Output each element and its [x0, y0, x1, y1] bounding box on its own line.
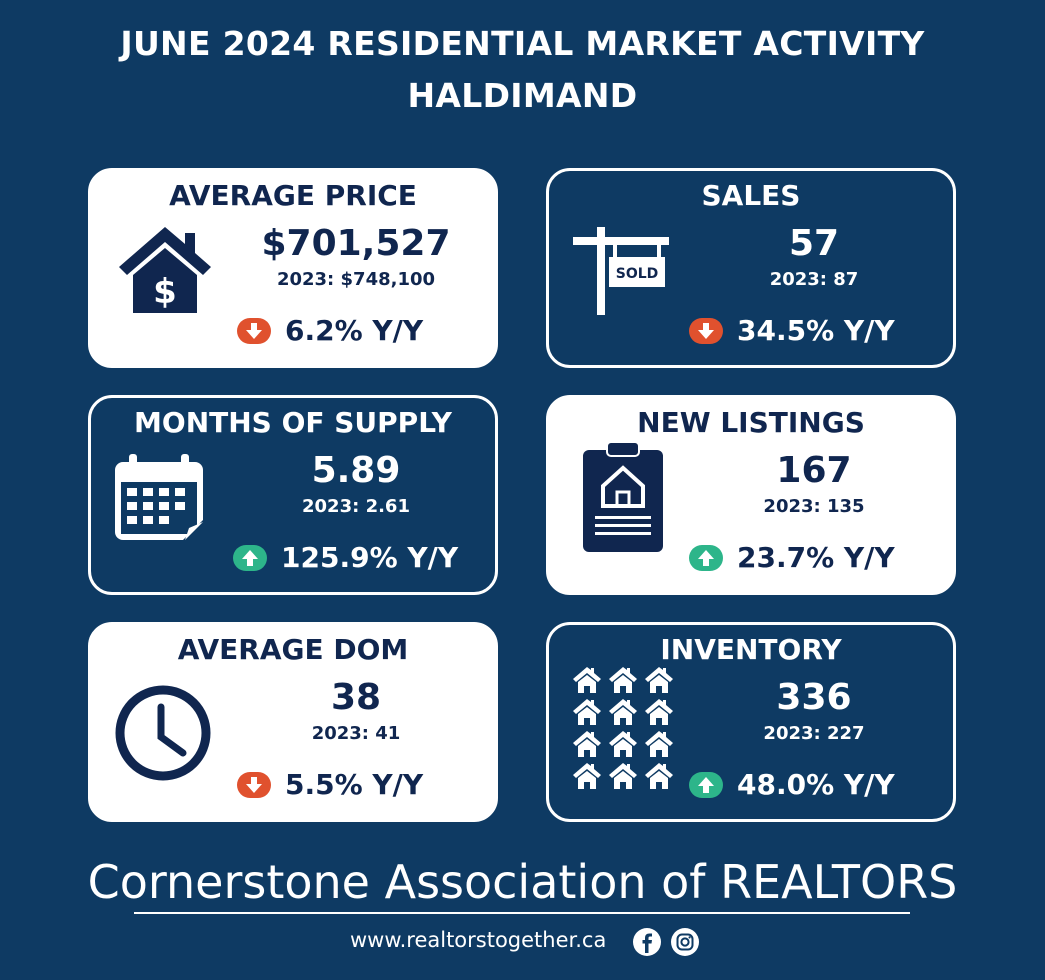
page-title: JUNE 2024 RESIDENTIAL MARKET ACTIVITY: [120, 24, 925, 63]
sales-previous: 2023: 87: [769, 269, 859, 290]
page-subtitle: HALDIMAND: [407, 76, 638, 115]
arrow-up-icon: [689, 544, 723, 571]
sales-value: 57: [788, 223, 840, 264]
sales-change: 34.5% Y/Y: [689, 314, 895, 347]
average-dom-change-text: 5.5% Y/Y: [285, 768, 424, 801]
house-dollar-icon: $: [119, 227, 211, 313]
inventory-value: 336: [776, 677, 852, 718]
new-listings-change: 23.7% Y/Y: [689, 541, 895, 574]
card-title: NEW LISTINGS: [637, 406, 865, 439]
clipboard-house-icon: [583, 441, 663, 552]
new-listings-previous: 2023: 135: [763, 496, 865, 517]
card-sales: SALES SOLD 57 2023: 87 34.5% Y/Y: [546, 168, 956, 368]
average-dom-previous: 2023: 41: [311, 723, 401, 744]
card-months-of-supply: MONTHS OF SUPPLY 5.89 2023: 2.61 125.9% …: [88, 395, 498, 595]
card-title: AVERAGE DOM: [177, 633, 409, 666]
card-new-listings: NEW LISTINGS 167 2023: 135 23.7% Y/Y: [546, 395, 956, 595]
houses-grid-icon: [573, 667, 673, 789]
calendar-icon: [115, 454, 203, 540]
card-title: MONTHS OF SUPPLY: [134, 406, 452, 439]
arrow-up-icon: [689, 771, 723, 798]
card-average-price: AVERAGE PRICE $ $701,527 2023: $748,100 …: [88, 168, 498, 368]
card-title: SALES: [701, 179, 801, 212]
months-of-supply-previous: 2023: 2.61: [302, 496, 410, 517]
instagram-icon[interactable]: [670, 927, 700, 957]
inventory-change: 48.0% Y/Y: [689, 768, 895, 801]
average-dom-value: 38: [330, 677, 382, 718]
average-price-value: $701,527: [261, 223, 451, 264]
sold-sign-icon: SOLD: [573, 227, 669, 315]
new-listings-value: 167: [776, 450, 852, 491]
clock-icon: [115, 685, 211, 781]
organization-name: Cornerstone Association of REALTORS: [87, 855, 958, 909]
sales-change-text: 34.5% Y/Y: [737, 314, 895, 347]
months-of-supply-value: 5.89: [311, 450, 401, 491]
svg-text:SOLD: SOLD: [616, 266, 659, 282]
card-average-dom: AVERAGE DOM 38 2023: 41 5.5% Y/Y: [88, 622, 498, 822]
arrow-down-icon: [237, 317, 271, 344]
average-price-previous: 2023: $748,100: [276, 269, 436, 290]
arrow-down-icon: [237, 771, 271, 798]
average-price-change-text: 6.2% Y/Y: [285, 314, 424, 347]
card-title: INVENTORY: [660, 633, 842, 666]
svg-text:$: $: [153, 272, 177, 312]
website-link[interactable]: www.realtorstogether.ca: [350, 928, 607, 952]
inventory-change-text: 48.0% Y/Y: [737, 768, 895, 801]
average-price-change: 6.2% Y/Y: [237, 314, 423, 347]
months-of-supply-change: 125.9% Y/Y: [233, 541, 458, 574]
facebook-icon[interactable]: [632, 927, 662, 957]
average-dom-change: 5.5% Y/Y: [237, 768, 423, 801]
card-inventory: INVENTORY 336 2023: 227 48.0% Y/Y: [546, 622, 956, 822]
card-title: AVERAGE PRICE: [169, 179, 417, 212]
months-of-supply-change-text: 125.9% Y/Y: [281, 541, 459, 574]
inventory-previous: 2023: 227: [763, 723, 865, 744]
arrow-up-icon: [233, 544, 267, 571]
footer-divider: [134, 912, 910, 914]
arrow-down-icon: [689, 317, 723, 344]
new-listings-change-text: 23.7% Y/Y: [737, 541, 895, 574]
